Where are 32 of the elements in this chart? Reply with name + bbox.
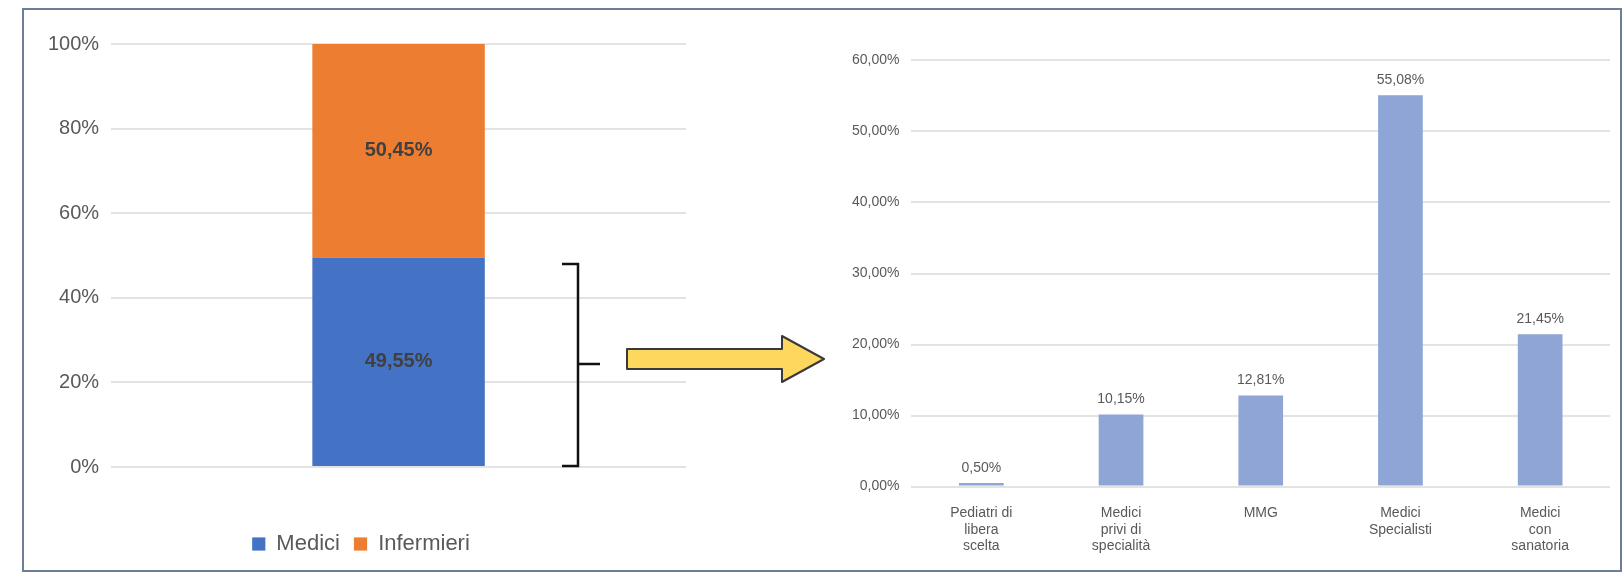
x-tick-label: Medici con sanatoria bbox=[1511, 503, 1570, 554]
y-tick-label: 100% bbox=[48, 31, 100, 54]
x-tick-label: Pediatri di libera scelta bbox=[950, 503, 1013, 554]
bar bbox=[1378, 95, 1423, 486]
y-tick-label: 0,00% bbox=[859, 477, 900, 494]
y-tick-label: 60,00% bbox=[852, 51, 900, 68]
legend-label: Medici bbox=[276, 530, 340, 556]
y-tick-label: 10,00% bbox=[852, 406, 900, 423]
bar bbox=[958, 483, 1004, 486]
data-label: 0,50% bbox=[961, 458, 1002, 475]
data-label: 10,15% bbox=[1097, 390, 1145, 407]
x-tick-label: Medici Specialisti bbox=[1368, 503, 1432, 537]
data-label: 12,81% bbox=[1237, 371, 1285, 388]
y-tick-label: 20% bbox=[59, 369, 100, 392]
y-tick-label: 40,00% bbox=[852, 193, 900, 210]
data-label: 49,55% bbox=[364, 349, 433, 372]
data-label: 55,08% bbox=[1376, 71, 1425, 88]
bar bbox=[1238, 395, 1284, 486]
y-tick-label: 20,00% bbox=[852, 335, 900, 352]
y-tick-label: 50,00% bbox=[852, 122, 900, 139]
bar bbox=[1517, 334, 1563, 486]
y-tick-label: 40% bbox=[59, 285, 100, 308]
y-tick-label: 80% bbox=[59, 116, 100, 139]
bar bbox=[1098, 414, 1144, 486]
legend-label: Infermieri bbox=[378, 530, 470, 556]
y-tick-label: 0% bbox=[70, 454, 100, 477]
y-tick-label: 30,00% bbox=[852, 264, 900, 281]
data-label: 21,45% bbox=[1516, 310, 1564, 327]
data-label: 50,45% bbox=[364, 138, 433, 161]
x-tick-label: MMG bbox=[1243, 503, 1278, 520]
x-tick-label: Medici privi di specialità bbox=[1091, 503, 1151, 554]
y-tick-label: 60% bbox=[59, 200, 100, 223]
